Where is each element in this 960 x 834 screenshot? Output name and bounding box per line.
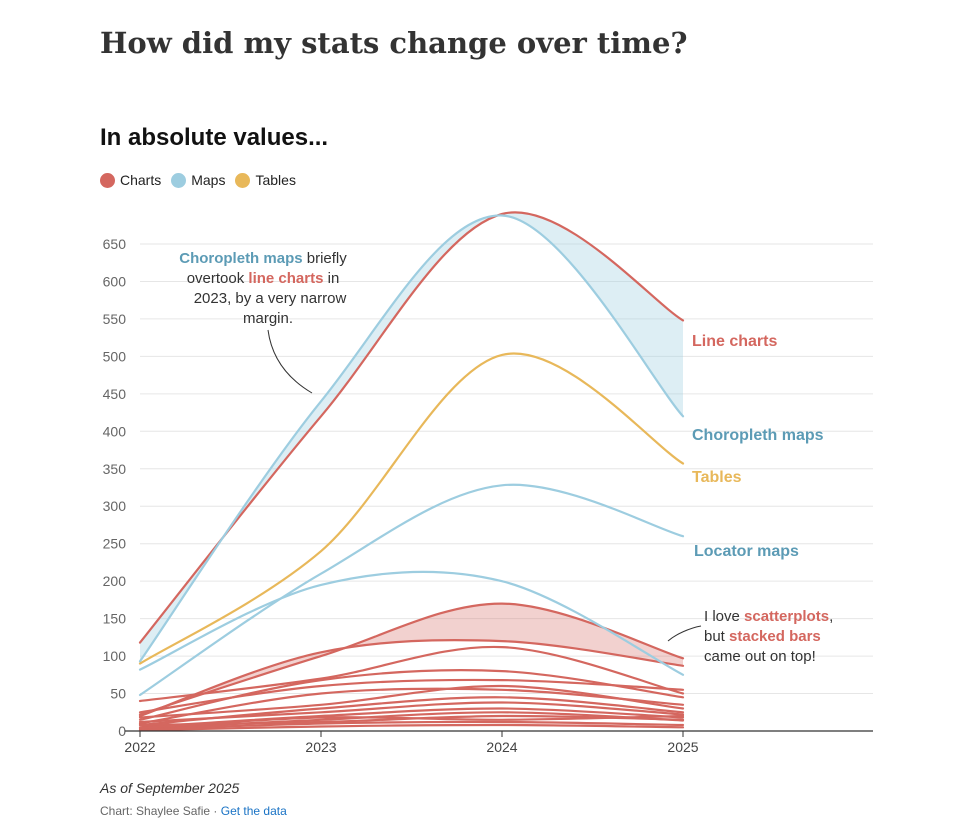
y-tick-label-300: 300 xyxy=(103,498,127,514)
series-line-charts-15 xyxy=(138,714,685,730)
legend-swatch-maps xyxy=(171,172,187,188)
legend-item-maps: Maps xyxy=(171,172,225,188)
legend-label-charts: Charts xyxy=(120,172,162,188)
axes: 2022 2023 2024 2025 xyxy=(124,730,873,755)
difference-areas xyxy=(140,212,683,716)
stacked-vs-scatter-area xyxy=(140,603,683,716)
grid: 0 50 100 150 200 250 300 350 400 450 500 550 600 650 xyxy=(103,236,873,739)
series-label-choropleth-maps: Choropleth maps xyxy=(692,427,824,444)
legend-label-maps: Maps xyxy=(191,172,226,188)
series-line-charts-13 xyxy=(138,720,685,731)
annotation-maps-line4: margin. xyxy=(243,310,293,327)
annotation-maps-line1: Choropleth maps briefly xyxy=(179,250,347,267)
series-label-locator-maps: Locator maps xyxy=(694,543,799,560)
y-tick-label-600: 600 xyxy=(103,273,127,289)
y-tick-label-50: 50 xyxy=(110,686,126,702)
x-tick-label-2023: 2023 xyxy=(305,739,336,755)
y-tick-label-400: 400 xyxy=(103,423,127,439)
series-line-charts-9 xyxy=(138,701,685,724)
y-tick-label-250: 250 xyxy=(103,536,127,552)
series-line-line-charts xyxy=(138,211,685,644)
legend-swatch-tables xyxy=(235,172,251,188)
series-lines xyxy=(138,211,685,732)
series-line-maps-other- xyxy=(138,570,685,676)
y-tick-label-150: 150 xyxy=(103,611,127,627)
annotation-scatter-arrow xyxy=(667,625,702,642)
y-tick-label-550: 550 xyxy=(103,311,127,327)
series-line-charts-3 xyxy=(138,645,685,703)
annotation-maps-line3: 2023, by a very narrow xyxy=(194,290,347,307)
legend-item-tables: Tables xyxy=(235,172,296,188)
annotation-scatter-line2: but stacked bars xyxy=(704,628,821,645)
series-line-scatterplots xyxy=(138,639,685,718)
legend-item-charts: Charts xyxy=(100,172,161,188)
x-tick-label-2022: 2022 xyxy=(124,739,155,755)
y-tick-label-650: 650 xyxy=(103,236,127,252)
series-label-line-charts: Line charts xyxy=(692,333,777,350)
annotation-scatter-line3: came out on top! xyxy=(704,648,816,665)
x-tick-label-2025: 2025 xyxy=(667,739,698,755)
chart-subtitle: In absolute values... xyxy=(100,124,329,151)
credit-text: Chart: Shaylee Safie · xyxy=(100,804,221,818)
y-tick-label-500: 500 xyxy=(103,348,127,364)
series-label-tables: Tables xyxy=(692,469,742,486)
annotation-scatter-line1: I love scatterplots, xyxy=(704,608,833,625)
footer-note: As of September 2025 xyxy=(100,780,240,796)
footer-credit: Chart: Shaylee Safie · Get the data xyxy=(100,804,287,818)
annotation-scatter: I love scatterplots, but stacked bars ca… xyxy=(667,608,833,665)
y-tick-label-0: 0 xyxy=(118,723,126,739)
series-line-charts-14 xyxy=(138,723,685,732)
x-tick-label-2024: 2024 xyxy=(486,739,517,755)
y-tick-label-450: 450 xyxy=(103,386,127,402)
series-line-tables xyxy=(138,352,685,665)
legend-swatch-charts xyxy=(100,172,115,188)
series-labels: Line charts Choropleth maps Tables Locator … xyxy=(692,333,824,560)
annotation-maps-arrow xyxy=(267,329,313,394)
series-line-locator-maps xyxy=(138,483,685,697)
annotation-maps: Choropleth maps briefly overtook line ch… xyxy=(179,250,347,394)
series-line-charts-5 xyxy=(138,678,685,714)
legend: Charts Maps Tables xyxy=(100,172,296,188)
annotation-maps-line2: overtook line charts in xyxy=(187,270,340,287)
series-line-charts-7 xyxy=(138,684,685,719)
y-tick-label-350: 350 xyxy=(103,461,127,477)
get-the-data-link[interactable]: Get the data xyxy=(220,804,287,818)
chart-title: How did my stats change over time? xyxy=(100,26,688,60)
series-line-choropleth-maps xyxy=(138,214,685,663)
y-tick-label-100: 100 xyxy=(103,648,127,664)
y-tick-label-200: 200 xyxy=(103,573,127,589)
legend-label-tables: Tables xyxy=(255,172,296,188)
